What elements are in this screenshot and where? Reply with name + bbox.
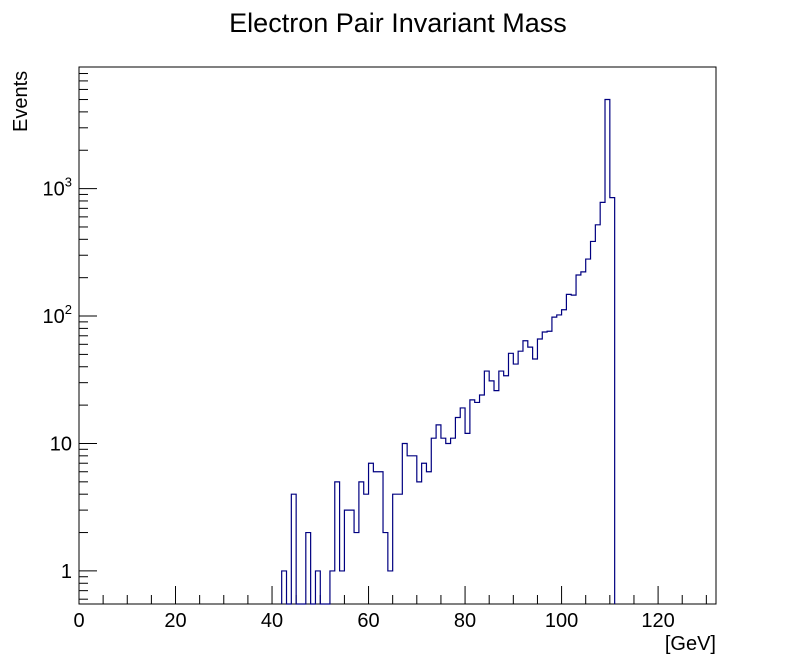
y-tick-label: 10 (50, 433, 72, 455)
chart-title: Electron Pair Invariant Mass (229, 8, 567, 38)
plot-frame (78, 66, 717, 605)
x-tick-label: 120 (641, 610, 674, 632)
x-tick-label: 20 (164, 610, 186, 632)
x-axis: 0 20 40 60 80 100 120 (73, 586, 707, 632)
x-tick-label: 80 (454, 610, 476, 632)
x-axis-label: [GeV] (665, 633, 716, 655)
x-tick-label: 40 (261, 610, 283, 632)
y-axis-label: Events (10, 71, 32, 132)
y-tick-label: 103 (43, 175, 72, 201)
y-tick-label: 1 (61, 561, 72, 583)
x-tick-label: 100 (545, 610, 578, 632)
histogram-line (281, 98, 616, 605)
y-tick-label: 102 (43, 302, 72, 328)
x-tick-label: 60 (357, 610, 379, 632)
y-axis: 1 10 102 103 (43, 66, 97, 600)
x-tick-label: 0 (73, 610, 84, 632)
plot-border (78, 66, 717, 605)
